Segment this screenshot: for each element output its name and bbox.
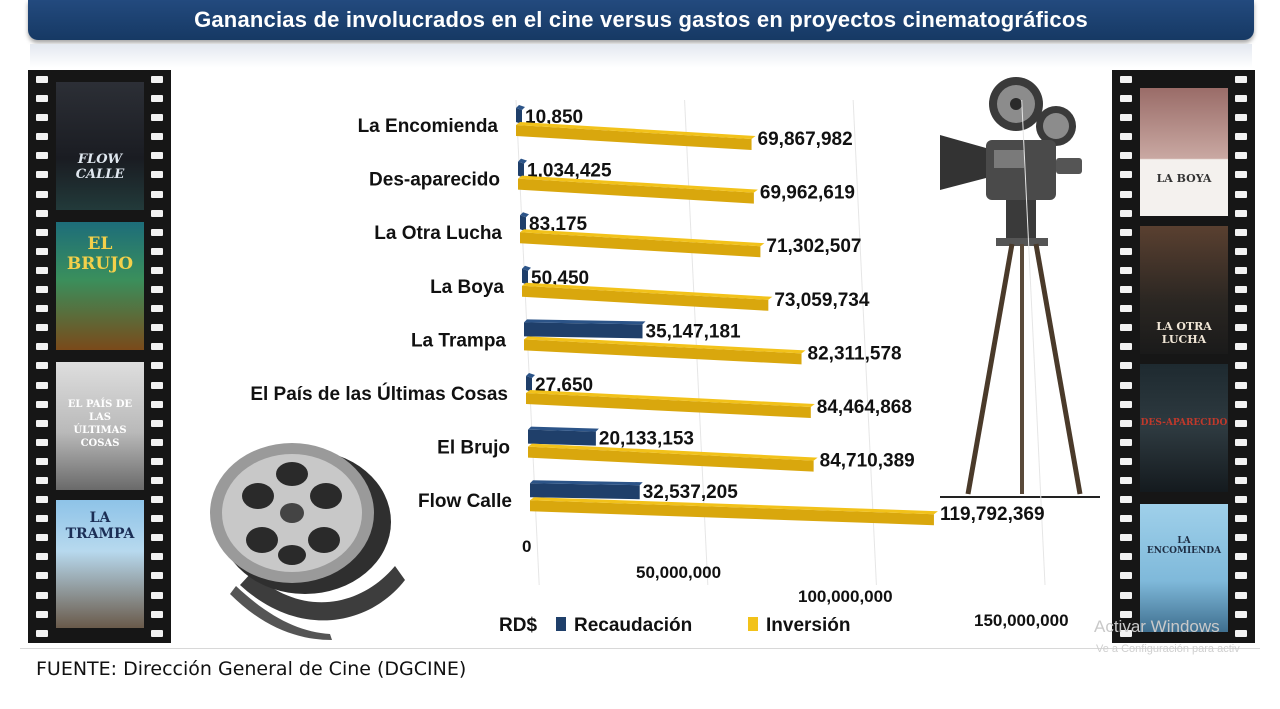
bar-recaudacion	[526, 373, 535, 392]
data-label-inversion: 84,710,389	[820, 451, 915, 472]
legend-swatch-inversion	[748, 617, 758, 631]
data-label-recaudacion: 35,147,181	[646, 321, 742, 342]
poster-la-encomienda: LA ENCOMIENDA	[1140, 504, 1228, 632]
data-label-recaudacion: 1,034,425	[527, 161, 612, 182]
bar-inversion	[516, 122, 756, 150]
gridline	[1021, 99, 1046, 586]
category-label: La Trampa	[411, 330, 506, 351]
film-holes	[36, 76, 48, 637]
left-filmstrip: FLOW CALLE EL BRUJO EL PAÍS DE LAS ÚLTIM…	[28, 70, 171, 643]
data-label-recaudacion: 10,850	[525, 107, 583, 128]
data-label-inversion: 119,792,369	[940, 504, 1045, 525]
poster-el-pais: EL PAÍS DE LAS ÚLTIMAS COSAS	[56, 362, 144, 490]
bar-inversion	[520, 229, 765, 258]
poster-title: LA OTRA LUCHA	[1156, 320, 1212, 346]
x-tick-label: 100,000,000	[798, 587, 893, 606]
film-holes	[1235, 76, 1247, 637]
header-shadow	[30, 44, 1252, 68]
data-label-recaudacion: 32,537,205	[643, 482, 739, 503]
category-label: La Encomienda	[358, 116, 499, 137]
movie-camera-icon	[940, 77, 1100, 498]
poster-title: LA ENCOMIENDA	[1146, 536, 1222, 556]
category-label: Flow Calle	[418, 491, 512, 512]
film-holes	[151, 76, 163, 637]
legend-swatch-recaudacion	[556, 617, 566, 631]
legend: RD$ Recaudación Inversión	[499, 615, 850, 636]
data-label-recaudacion: 83,175	[529, 214, 588, 235]
bar-recaudacion	[530, 480, 643, 500]
poster-title: DES-APARECIDO	[1140, 418, 1228, 428]
data-label-inversion: 71,302,507	[766, 236, 861, 257]
bar-inversion	[518, 175, 758, 204]
legend-prefix: RD$	[499, 615, 537, 636]
data-label-inversion: 69,867,982	[758, 129, 853, 150]
poster-la-boya: LA BOYA	[1140, 88, 1228, 216]
bar-inversion	[528, 443, 818, 472]
data-label-inversion: 69,962,619	[760, 183, 855, 204]
x-tick-label: 150,000,000	[974, 611, 1069, 630]
footer-divider	[20, 648, 1260, 649]
poster-title: LA TRAMPA	[65, 510, 135, 542]
data-label-inversion: 73,059,734	[774, 290, 870, 311]
data-label-recaudacion: 27,650	[535, 375, 593, 396]
bar-recaudacion	[524, 319, 646, 339]
poster-la-trampa: LA TRAMPA	[56, 500, 144, 628]
x-tick-label: 50,000,000	[636, 563, 721, 582]
bar-recaudacion	[522, 265, 531, 285]
data-label-recaudacion: 50,450	[531, 268, 589, 289]
bar-recaudacion	[518, 158, 527, 178]
bar-inversion	[530, 497, 938, 526]
source-note: FUENTE: Dirección General de Cine (DGCIN…	[36, 658, 467, 680]
bar-inversion	[524, 336, 806, 365]
poster-title: FLOW CALLE	[75, 152, 125, 182]
watermark-text: Activar Windows	[1094, 617, 1220, 636]
gridline	[852, 99, 877, 586]
bar-recaudacion	[516, 105, 525, 124]
data-label-inversion: 84,464,868	[817, 397, 912, 418]
right-filmstrip: LA BOYA LA OTRA LUCHA DES-APARECIDO LA E…	[1112, 70, 1255, 643]
legend-label-recaudacion: Recaudación	[574, 615, 692, 636]
data-label-recaudacion: 20,133,153	[599, 429, 694, 450]
x-tick-label: 0	[522, 537, 531, 556]
data-label-inversion: 82,311,578	[808, 343, 902, 364]
poster-flow-calle: FLOW CALLE	[56, 82, 144, 210]
watermark-subtext: Ve a Configuración para activ	[1096, 643, 1240, 655]
bar-recaudacion	[520, 212, 529, 232]
poster-el-brujo: EL BRUJO	[56, 222, 144, 350]
poster-des-aparecido: DES-APARECIDO	[1140, 364, 1228, 492]
poster-la-otra-lucha: LA OTRA LUCHA	[1140, 226, 1228, 354]
category-label: El País de las Últimas Cosas	[250, 383, 508, 405]
bar-recaudacion	[528, 426, 599, 446]
page-title: Ganancias de involucrados en el cine ver…	[194, 7, 1088, 32]
poster-title: EL PAÍS DE LAS ÚLTIMAS COSAS	[67, 399, 133, 449]
category-label: La Boya	[430, 277, 504, 298]
film-reel-icon	[210, 443, 405, 640]
poster-title: LA BOYA	[1156, 172, 1212, 185]
category-label: Des-aparecido	[369, 170, 500, 191]
category-label: La Otra Lucha	[374, 223, 502, 244]
title-bar: Ganancias de involucrados en el cine ver…	[28, 0, 1254, 40]
legend-label-inversion: Inversión	[766, 615, 850, 636]
category-label: El Brujo	[437, 438, 510, 459]
film-holes	[1120, 76, 1132, 637]
bar-inversion	[526, 390, 815, 418]
poster-title: EL BRUJO	[66, 234, 134, 274]
bar-inversion	[522, 282, 773, 311]
